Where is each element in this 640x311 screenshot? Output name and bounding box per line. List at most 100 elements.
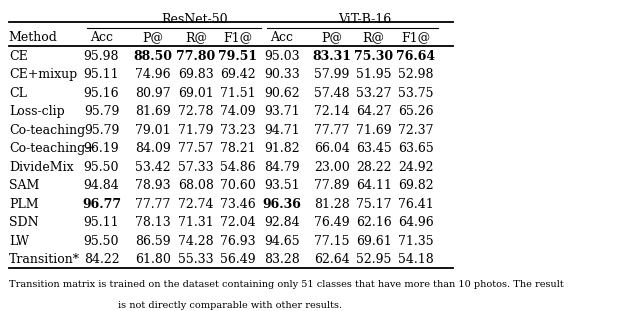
- Text: 81.28: 81.28: [314, 198, 350, 211]
- Text: 57.33: 57.33: [178, 161, 214, 174]
- Text: 93.51: 93.51: [264, 179, 300, 193]
- Text: Transition*: Transition*: [9, 253, 80, 266]
- Text: 93.71: 93.71: [264, 105, 300, 118]
- Text: 95.03: 95.03: [264, 50, 300, 63]
- Text: PLM: PLM: [9, 198, 38, 211]
- Text: P@: P@: [143, 31, 163, 44]
- Text: 95.11: 95.11: [84, 216, 119, 229]
- Text: CE+mixup: CE+mixup: [9, 68, 77, 81]
- Text: 91.82: 91.82: [264, 142, 300, 156]
- Text: 76.93: 76.93: [220, 235, 255, 248]
- Text: ResNet-50: ResNet-50: [161, 13, 227, 26]
- Text: 64.11: 64.11: [356, 179, 392, 193]
- Text: 69.61: 69.61: [356, 235, 392, 248]
- Text: 90.33: 90.33: [264, 68, 300, 81]
- Text: 70.60: 70.60: [220, 179, 255, 193]
- Text: LW: LW: [9, 235, 29, 248]
- Text: 84.22: 84.22: [84, 253, 119, 266]
- Text: 72.74: 72.74: [178, 198, 214, 211]
- Text: 75.30: 75.30: [354, 50, 394, 63]
- Text: 78.21: 78.21: [220, 142, 255, 156]
- Text: CL: CL: [9, 87, 27, 100]
- Text: R@: R@: [185, 31, 207, 44]
- Text: Method: Method: [9, 31, 58, 44]
- Text: Acc: Acc: [270, 31, 293, 44]
- Text: 76.41: 76.41: [397, 198, 433, 211]
- Text: 80.97: 80.97: [135, 87, 171, 100]
- Text: 79.51: 79.51: [218, 50, 257, 63]
- Text: 88.50: 88.50: [134, 50, 172, 63]
- Text: 79.01: 79.01: [135, 124, 171, 137]
- Text: 63.45: 63.45: [356, 142, 392, 156]
- Text: 57.99: 57.99: [314, 68, 349, 81]
- Text: 77.77: 77.77: [135, 198, 171, 211]
- Text: 96.36: 96.36: [262, 198, 301, 211]
- Text: 53.42: 53.42: [135, 161, 171, 174]
- Text: 78.93: 78.93: [135, 179, 171, 193]
- Text: 73.23: 73.23: [220, 124, 255, 137]
- Text: 95.98: 95.98: [84, 50, 119, 63]
- Text: 71.35: 71.35: [397, 235, 433, 248]
- Text: 95.79: 95.79: [84, 105, 119, 118]
- Text: 84.09: 84.09: [135, 142, 171, 156]
- Text: 76.64: 76.64: [396, 50, 435, 63]
- Text: 69.42: 69.42: [220, 68, 255, 81]
- Text: 64.27: 64.27: [356, 105, 392, 118]
- Text: 52.98: 52.98: [398, 68, 433, 81]
- Text: 77.80: 77.80: [176, 50, 216, 63]
- Text: 54.18: 54.18: [397, 253, 433, 266]
- Text: 83.31: 83.31: [312, 50, 351, 63]
- Text: is not directly comparable with other results.: is not directly comparable with other re…: [118, 301, 342, 310]
- Text: DivideMix: DivideMix: [9, 161, 74, 174]
- Text: 54.86: 54.86: [220, 161, 255, 174]
- Text: 72.37: 72.37: [398, 124, 433, 137]
- Text: 69.82: 69.82: [397, 179, 433, 193]
- Text: Co-teaching: Co-teaching: [9, 124, 85, 137]
- Text: 74.09: 74.09: [220, 105, 255, 118]
- Text: CE: CE: [9, 50, 28, 63]
- Text: ViT-B-16: ViT-B-16: [338, 13, 391, 26]
- Text: SDN: SDN: [9, 216, 38, 229]
- Text: 81.69: 81.69: [135, 105, 171, 118]
- Text: 77.15: 77.15: [314, 235, 350, 248]
- Text: 72.04: 72.04: [220, 216, 255, 229]
- Text: 77.57: 77.57: [178, 142, 214, 156]
- Text: 72.14: 72.14: [314, 105, 350, 118]
- Text: 71.69: 71.69: [356, 124, 392, 137]
- Text: 76.49: 76.49: [314, 216, 350, 229]
- Text: 69.01: 69.01: [178, 87, 214, 100]
- Text: P@: P@: [321, 31, 342, 44]
- Text: R@: R@: [363, 31, 385, 44]
- Text: 53.27: 53.27: [356, 87, 392, 100]
- Text: 61.80: 61.80: [135, 253, 171, 266]
- Text: 71.51: 71.51: [220, 87, 255, 100]
- Text: 77.77: 77.77: [314, 124, 349, 137]
- Text: 28.22: 28.22: [356, 161, 392, 174]
- Text: 94.84: 94.84: [84, 179, 120, 193]
- Text: 92.84: 92.84: [264, 216, 300, 229]
- Text: 57.48: 57.48: [314, 87, 350, 100]
- Text: 75.17: 75.17: [356, 198, 392, 211]
- Text: 83.28: 83.28: [264, 253, 300, 266]
- Text: 68.08: 68.08: [178, 179, 214, 193]
- Text: 56.49: 56.49: [220, 253, 255, 266]
- Text: 69.83: 69.83: [178, 68, 214, 81]
- Text: 63.65: 63.65: [397, 142, 433, 156]
- Text: 95.50: 95.50: [84, 235, 119, 248]
- Text: 73.46: 73.46: [220, 198, 255, 211]
- Text: Co-teaching+: Co-teaching+: [9, 142, 96, 156]
- Text: 55.33: 55.33: [178, 253, 214, 266]
- Text: 52.95: 52.95: [356, 253, 392, 266]
- Text: 94.65: 94.65: [264, 235, 300, 248]
- Text: 74.28: 74.28: [178, 235, 214, 248]
- Text: 62.16: 62.16: [356, 216, 392, 229]
- Text: 95.79: 95.79: [84, 124, 119, 137]
- Text: 95.50: 95.50: [84, 161, 119, 174]
- Text: 53.75: 53.75: [398, 87, 433, 100]
- Text: 90.62: 90.62: [264, 87, 300, 100]
- Text: Loss-clip: Loss-clip: [9, 105, 65, 118]
- Text: 66.04: 66.04: [314, 142, 350, 156]
- Text: 65.26: 65.26: [397, 105, 433, 118]
- Text: Acc: Acc: [90, 31, 113, 44]
- Text: 24.92: 24.92: [398, 161, 433, 174]
